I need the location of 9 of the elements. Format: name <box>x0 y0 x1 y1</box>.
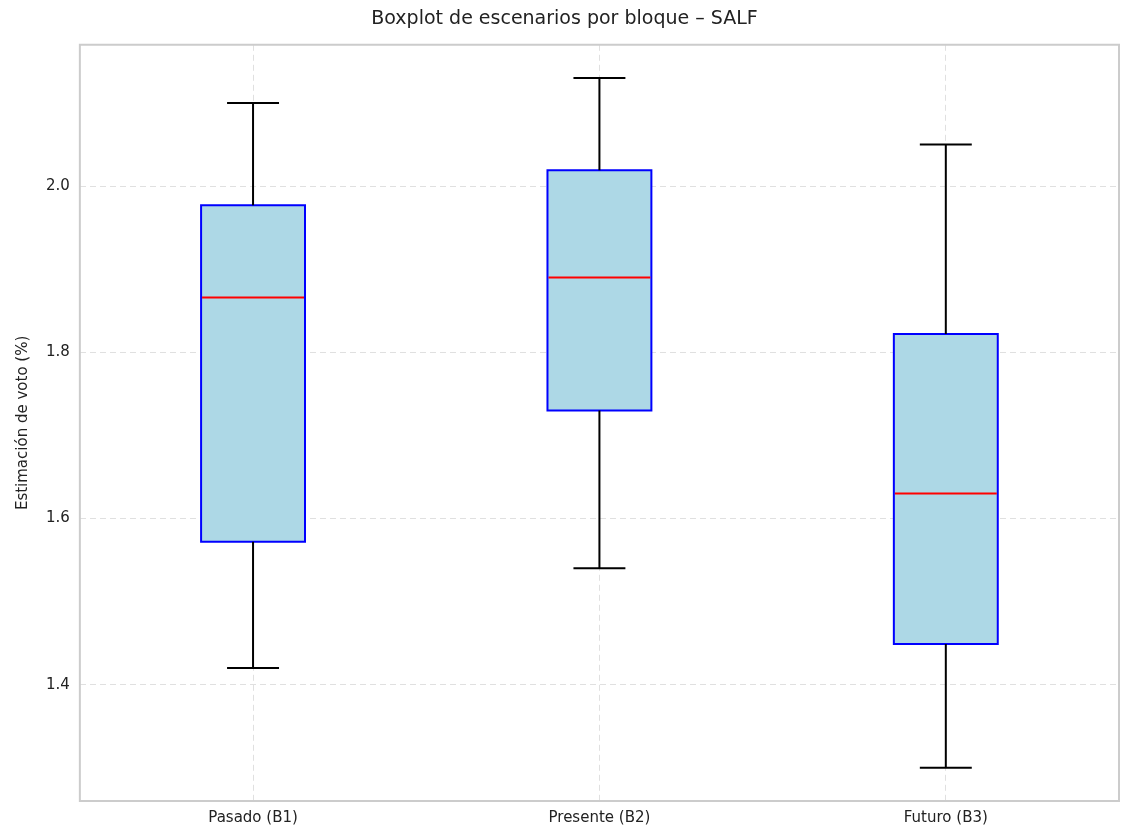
x-tick-label: Futuro (B3) <box>903 807 988 826</box>
x-tick-label: Pasado (B1) <box>208 807 298 826</box>
y-axis-title: Estimación de voto (%) <box>12 335 31 511</box>
y-tick-label: 1.8 <box>46 342 70 361</box>
y-tick-label: 2.0 <box>46 175 70 194</box>
x-tick-label: Presente (B2) <box>548 807 651 826</box>
y-tick-label: 1.4 <box>46 674 70 693</box>
y-tick-label: 1.6 <box>46 508 70 527</box>
chart-title: Boxplot de escenarios por bloque – SALF <box>371 6 758 29</box>
